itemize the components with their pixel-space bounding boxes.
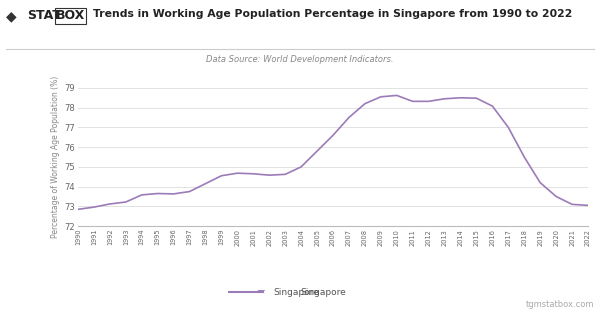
Text: Trends in Working Age Population Percentage in Singapore from 1990 to 2022: Trends in Working Age Population Percent… bbox=[93, 9, 572, 19]
Text: BOX: BOX bbox=[56, 9, 85, 22]
Text: STAT: STAT bbox=[27, 9, 61, 22]
Text: ─: ─ bbox=[257, 285, 264, 295]
Text: ◆: ◆ bbox=[6, 9, 17, 24]
Text: tgmstatbox.com: tgmstatbox.com bbox=[526, 300, 594, 309]
Text: Data Source: World Development Indicators.: Data Source: World Development Indicator… bbox=[206, 55, 394, 64]
Y-axis label: Percentage of Working Age Population (%): Percentage of Working Age Population (%) bbox=[52, 76, 61, 238]
Text: Singapore: Singapore bbox=[300, 288, 346, 296]
Text: Singapore: Singapore bbox=[273, 288, 319, 296]
